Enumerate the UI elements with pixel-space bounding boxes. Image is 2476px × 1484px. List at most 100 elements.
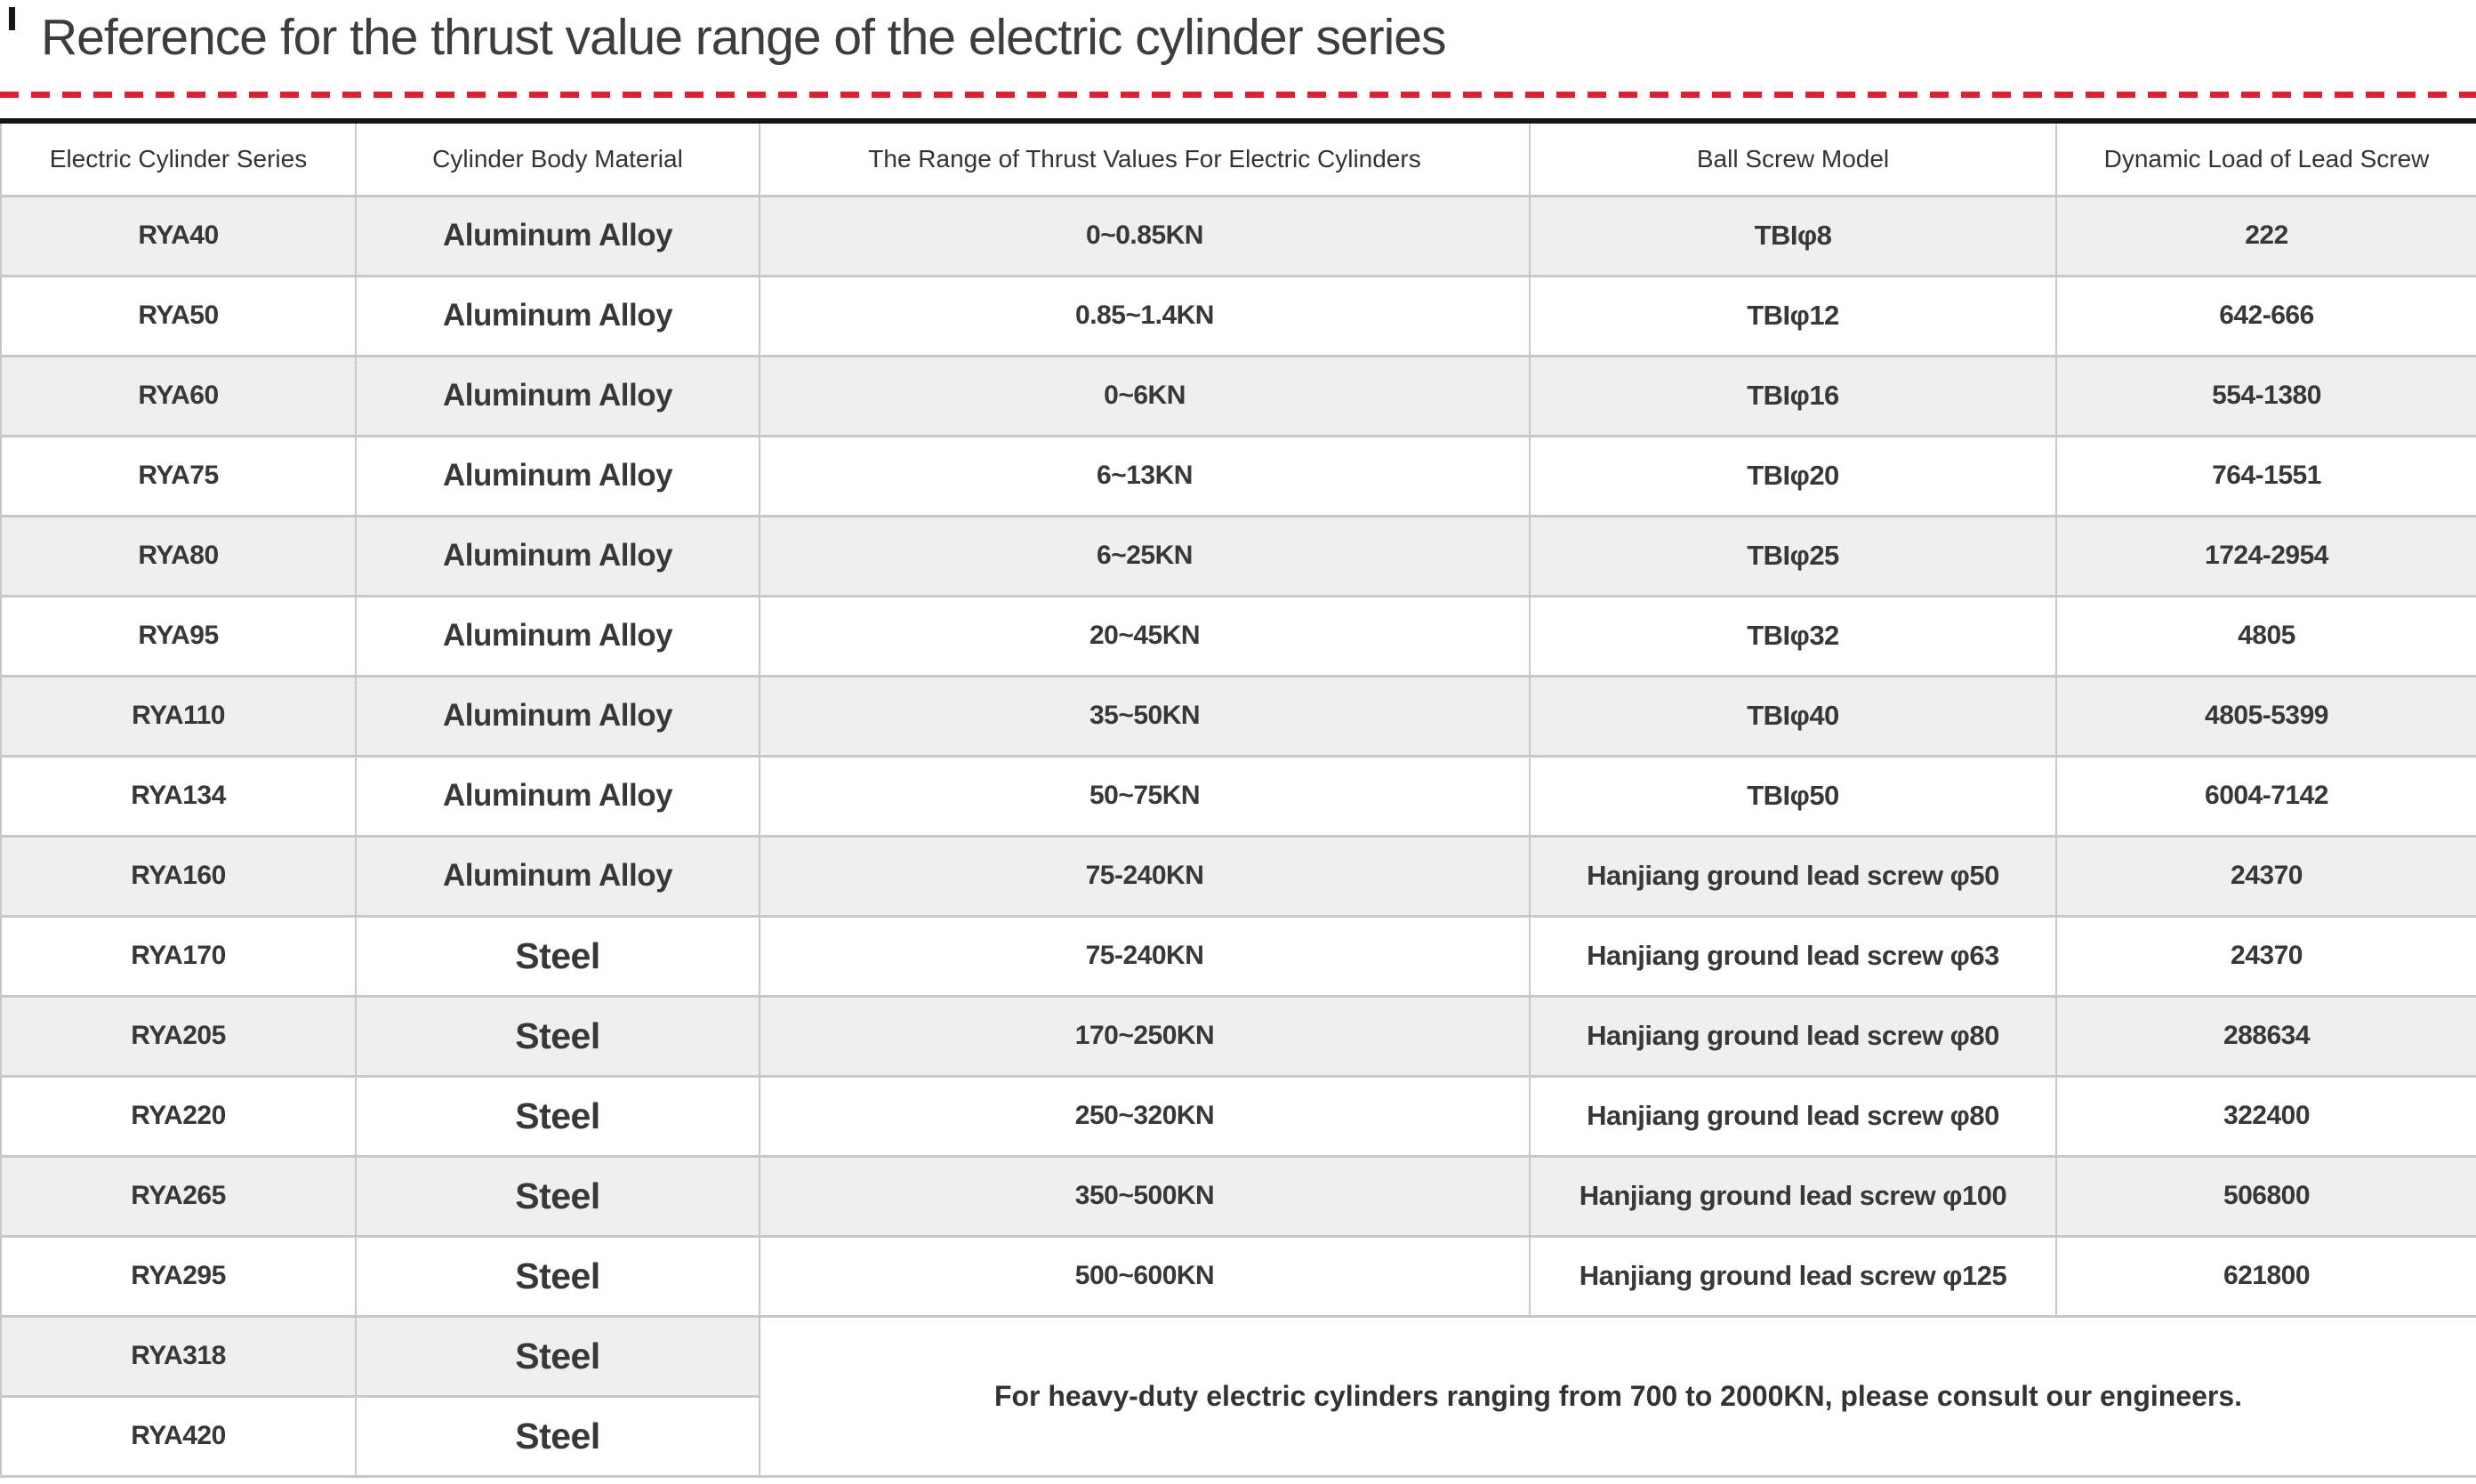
cell-series: RYA50 (0, 274, 357, 357)
table-row: RYA60 Aluminum Alloy 0~6KN TBIφ16 554-1380 (0, 354, 2476, 437)
col-header-material: Cylinder Body Material (355, 119, 760, 197)
cell-consult-note: For heavy-duty electric cylinders rangin… (759, 1314, 2476, 1478)
cell-thrust: 35~50KN (759, 674, 1531, 758)
cell-screw: Hanjiang ground lead screw φ100 (1529, 1154, 2057, 1238)
cell-series: RYA40 (0, 194, 357, 277)
cell-screw: Hanjiang ground lead screw φ50 (1529, 834, 2057, 918)
table-row: RYA40 Aluminum Alloy 0~0.85KN TBIφ8 222 (0, 194, 2476, 277)
cell-series: RYA318 (0, 1314, 357, 1398)
col-header-load: Dynamic Load of Lead Screw (2055, 119, 2476, 197)
cell-screw: Hanjiang ground lead screw φ80 (1529, 994, 2057, 1078)
cell-thrust: 500~600KN (759, 1234, 1531, 1318)
cell-series: RYA265 (0, 1154, 357, 1238)
cell-thrust: 6~25KN (759, 514, 1531, 598)
cell-thrust: 0~0.85KN (759, 194, 1531, 277)
cell-material: Aluminum Alloy (355, 434, 760, 517)
cell-load: 1724-2954 (2055, 514, 2476, 598)
cell-load: 322400 (2055, 1074, 2476, 1158)
cell-series: RYA110 (0, 674, 357, 758)
cell-thrust: 350~500KN (759, 1154, 1531, 1238)
table-body: RYA40 Aluminum Alloy 0~0.85KN TBIφ8 222 RYA50… (0, 194, 2476, 1478)
cell-screw: TBIφ32 (1529, 594, 2057, 678)
cell-screw: TBIφ16 (1529, 354, 2057, 437)
cell-series: RYA134 (0, 754, 357, 838)
cell-material: Aluminum Alloy (355, 754, 760, 838)
red-dashed-divider (0, 92, 2476, 98)
cell-material: Steel (355, 1394, 760, 1478)
col-header-series: Electric Cylinder Series (0, 119, 357, 197)
cell-series: RYA420 (0, 1394, 357, 1478)
cell-material: Aluminum Alloy (355, 274, 760, 357)
table-row: RYA110 Aluminum Alloy 35~50KN TBIφ40 4805-53… (0, 674, 2476, 758)
cell-load: 6004-7142 (2055, 754, 2476, 838)
table-header: Electric Cylinder Series Cylinder Body M… (0, 119, 2476, 197)
table-row: RYA75 Aluminum Alloy 6~13KN TBIφ20 764-1551 (0, 434, 2476, 517)
cell-series: RYA75 (0, 434, 357, 517)
cell-material: Aluminum Alloy (355, 194, 760, 277)
cell-load: 24370 (2055, 914, 2476, 998)
cell-material: Steel (355, 994, 760, 1078)
cell-load: 621800 (2055, 1234, 2476, 1318)
cell-load: 288634 (2055, 994, 2476, 1078)
cell-series: RYA295 (0, 1234, 357, 1318)
cell-load: 764-1551 (2055, 434, 2476, 517)
page-title: Reference for the thrust value range of … (41, 9, 1446, 66)
cell-thrust: 250~320KN (759, 1074, 1531, 1158)
cell-material: Aluminum Alloy (355, 514, 760, 598)
cell-load: 4805-5399 (2055, 674, 2476, 758)
col-header-thrust: The Range of Thrust Values For Electric … (759, 119, 1531, 197)
cell-thrust: 0.85~1.4KN (759, 274, 1531, 357)
cell-series: RYA205 (0, 994, 357, 1078)
table-row: RYA220 Steel 250~320KN Hanjiang ground lead… (0, 1074, 2476, 1158)
table-row: RYA205 Steel 170~250KN Hanjiang ground lead… (0, 994, 2476, 1078)
cell-thrust: 75-240KN (759, 834, 1531, 918)
cell-screw: TBIφ12 (1529, 274, 2057, 357)
cell-material: Steel (355, 1234, 760, 1318)
table-header-row: Electric Cylinder Series Cylinder Body M… (0, 119, 2476, 197)
cell-thrust: 0~6KN (759, 354, 1531, 437)
table-row: RYA170 Steel 75-240KN Hanjiang ground lead … (0, 914, 2476, 998)
table-row: RYA295 Steel 500~600KN Hanjiang ground lead… (0, 1234, 2476, 1318)
cell-material: Aluminum Alloy (355, 834, 760, 918)
cell-series: RYA95 (0, 594, 357, 678)
cell-thrust: 50~75KN (759, 754, 1531, 838)
page-edge-mark (9, 7, 15, 30)
cell-screw: Hanjiang ground lead screw φ63 (1529, 914, 2057, 998)
cell-screw: Hanjiang ground lead screw φ125 (1529, 1234, 2057, 1318)
cell-load: 554-1380 (2055, 354, 2476, 437)
cell-material: Steel (355, 1154, 760, 1238)
cell-series: RYA80 (0, 514, 357, 598)
cell-load: 4805 (2055, 594, 2476, 678)
cell-series: RYA220 (0, 1074, 357, 1158)
cell-thrust: 75-240KN (759, 914, 1531, 998)
cell-thrust: 170~250KN (759, 994, 1531, 1078)
cell-series: RYA160 (0, 834, 357, 918)
cell-thrust: 20~45KN (759, 594, 1531, 678)
table-row: RYA95 Aluminum Alloy 20~45KN TBIφ32 4805 (0, 594, 2476, 678)
col-header-screw: Ball Screw Model (1529, 119, 2057, 197)
cell-screw: Hanjiang ground lead screw φ80 (1529, 1074, 2057, 1158)
cell-load: 642-666 (2055, 274, 2476, 357)
table-row: RYA80 Aluminum Alloy 6~25KN TBIφ25 1724-2954 (0, 514, 2476, 598)
cell-load: 506800 (2055, 1154, 2476, 1238)
cell-material: Aluminum Alloy (355, 674, 760, 758)
cell-material: Steel (355, 1314, 760, 1398)
cell-screw: TBIφ8 (1529, 194, 2057, 277)
cell-series: RYA60 (0, 354, 357, 437)
cell-screw: TBIφ25 (1529, 514, 2057, 598)
table-row: RYA160 Aluminum Alloy 75-240KN Hanjiang gro… (0, 834, 2476, 918)
cell-material: Aluminum Alloy (355, 354, 760, 437)
thrust-reference-table: Electric Cylinder Series Cylinder Body M… (0, 118, 2476, 1478)
thrust-reference-table-wrap: Electric Cylinder Series Cylinder Body M… (0, 118, 2476, 1478)
cell-screw: TBIφ50 (1529, 754, 2057, 838)
cell-series: RYA170 (0, 914, 357, 998)
table-row: RYA318 Steel For heavy-duty electric cylin… (0, 1314, 2476, 1478)
table-row: RYA265 Steel 350~500KN Hanjiang ground lead… (0, 1154, 2476, 1238)
cell-material: Steel (355, 1074, 760, 1158)
table-row: RYA134 Aluminum Alloy 50~75KN TBIφ50 6004-71… (0, 754, 2476, 838)
cell-thrust: 6~13KN (759, 434, 1531, 517)
cell-material: Aluminum Alloy (355, 594, 760, 678)
cell-material: Steel (355, 914, 760, 998)
cell-load: 222 (2055, 194, 2476, 277)
